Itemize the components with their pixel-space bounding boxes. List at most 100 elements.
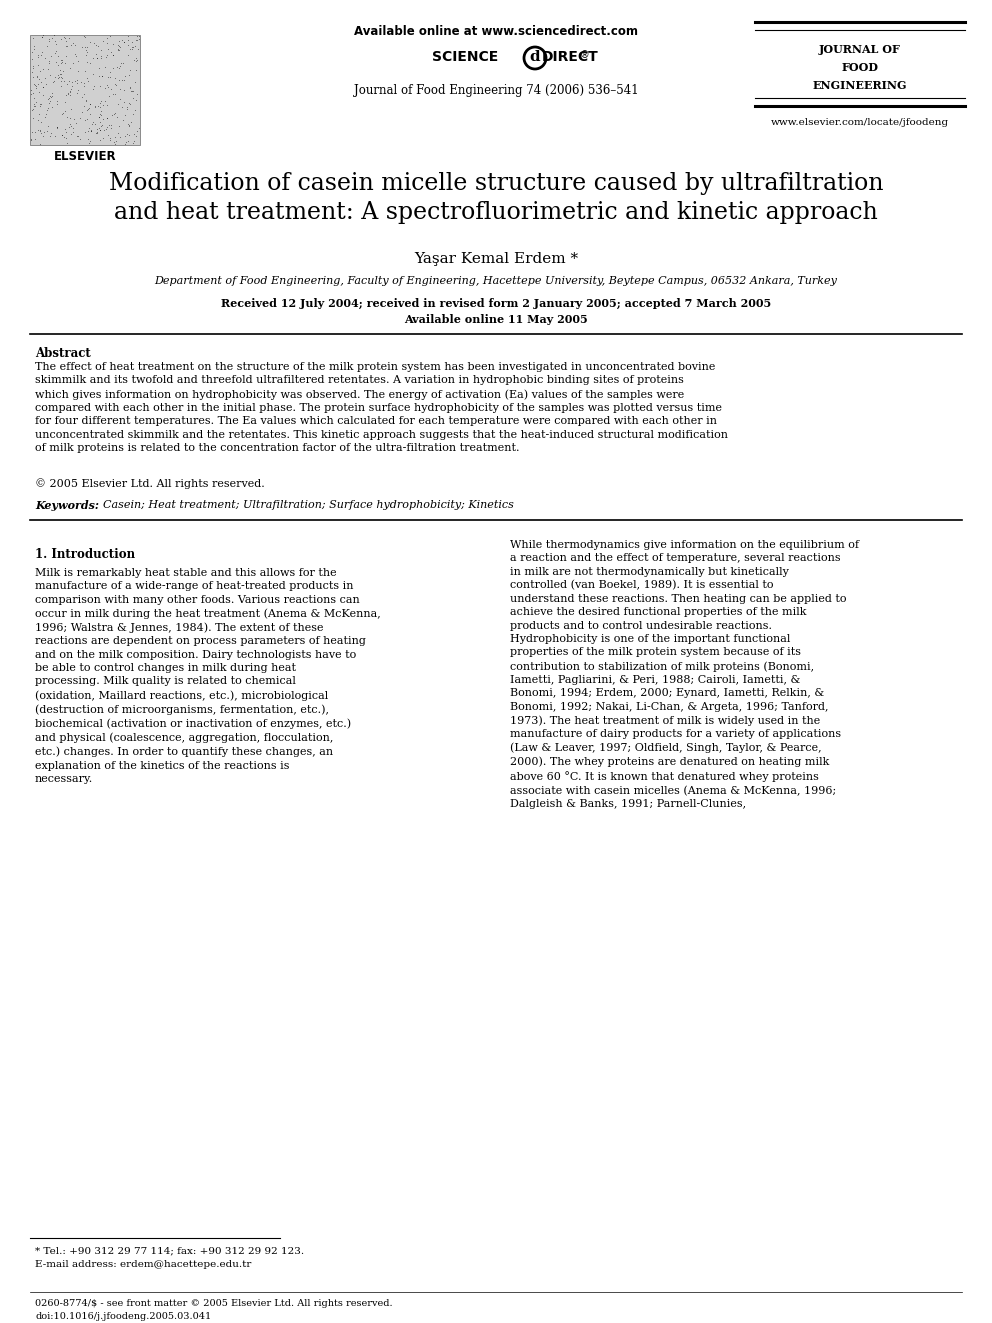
Point bbox=[126, 36, 142, 57]
Text: doi:10.1016/j.jfoodeng.2005.03.041: doi:10.1016/j.jfoodeng.2005.03.041 bbox=[35, 1312, 211, 1320]
Point bbox=[23, 130, 39, 151]
Point bbox=[58, 91, 73, 112]
Point bbox=[49, 33, 64, 54]
Point bbox=[58, 45, 73, 66]
Text: Received 12 July 2004; received in revised form 2 January 2005; accepted 7 March: Received 12 July 2004; received in revis… bbox=[221, 298, 771, 310]
Point bbox=[77, 122, 93, 143]
Point bbox=[70, 50, 86, 71]
Point bbox=[93, 46, 109, 67]
Point bbox=[58, 28, 73, 49]
Point bbox=[91, 107, 107, 128]
Point bbox=[98, 118, 114, 139]
Point bbox=[23, 83, 39, 105]
Point bbox=[122, 77, 138, 98]
Point bbox=[99, 74, 115, 95]
Point bbox=[107, 134, 123, 155]
Point bbox=[92, 93, 108, 114]
Point bbox=[60, 132, 75, 153]
Text: Keywords:: Keywords: bbox=[35, 500, 99, 511]
Point bbox=[129, 83, 145, 105]
Text: www.elsevier.com/locate/jfoodeng: www.elsevier.com/locate/jfoodeng bbox=[771, 118, 949, 127]
Point bbox=[97, 91, 113, 112]
Point bbox=[42, 93, 58, 114]
Point bbox=[114, 97, 130, 118]
Point bbox=[33, 61, 49, 82]
Text: Journal of Food Engineering 74 (2006) 536–541: Journal of Food Engineering 74 (2006) 53… bbox=[354, 83, 638, 97]
Point bbox=[50, 116, 65, 138]
Point bbox=[33, 44, 49, 65]
Point bbox=[58, 128, 73, 149]
Point bbox=[24, 122, 40, 143]
Point bbox=[99, 107, 115, 128]
Point bbox=[94, 65, 110, 86]
Point bbox=[123, 111, 139, 132]
Point bbox=[41, 50, 57, 71]
Text: ELSEVIER: ELSEVIER bbox=[54, 149, 116, 163]
Point bbox=[120, 114, 136, 135]
Bar bbox=[30, 34, 140, 146]
Point bbox=[111, 30, 127, 52]
Point bbox=[47, 24, 62, 45]
Point bbox=[36, 25, 52, 46]
Point bbox=[110, 93, 126, 114]
Point bbox=[92, 119, 108, 140]
Point bbox=[86, 75, 102, 97]
Point bbox=[62, 79, 78, 101]
Point bbox=[122, 38, 138, 60]
Point bbox=[107, 73, 123, 94]
Point bbox=[82, 53, 98, 74]
Point bbox=[90, 118, 106, 139]
Text: JOURNAL OF: JOURNAL OF bbox=[819, 44, 901, 56]
Point bbox=[121, 124, 137, 146]
Point bbox=[92, 103, 108, 124]
Point bbox=[62, 98, 78, 119]
Point bbox=[33, 120, 49, 142]
Point bbox=[108, 74, 124, 95]
Point bbox=[111, 69, 127, 90]
Point bbox=[128, 48, 144, 69]
Point bbox=[128, 126, 144, 147]
Point bbox=[54, 66, 69, 87]
Point bbox=[49, 41, 64, 62]
Point bbox=[91, 107, 107, 128]
Point bbox=[96, 119, 112, 140]
Point bbox=[34, 42, 50, 64]
Text: Available online at www.sciencedirect.com: Available online at www.sciencedirect.co… bbox=[354, 25, 638, 38]
Point bbox=[80, 120, 96, 142]
Point bbox=[123, 81, 139, 102]
Point bbox=[33, 119, 49, 140]
Point bbox=[48, 30, 63, 52]
Point bbox=[99, 107, 115, 128]
Point bbox=[55, 124, 70, 146]
Point bbox=[128, 50, 144, 71]
Point bbox=[69, 61, 85, 82]
Point bbox=[67, 34, 83, 56]
Point bbox=[54, 67, 69, 89]
Point bbox=[110, 38, 126, 60]
Point bbox=[65, 52, 81, 73]
Point bbox=[89, 48, 105, 69]
Text: Milk is remarkably heat stable and this allows for the
manufacture of a wide-ran: Milk is remarkably heat stable and this … bbox=[35, 568, 381, 785]
Point bbox=[47, 126, 62, 147]
Point bbox=[124, 38, 140, 60]
Point bbox=[62, 116, 77, 138]
Point bbox=[31, 69, 47, 90]
Point bbox=[60, 106, 75, 127]
Point bbox=[44, 97, 60, 118]
Point bbox=[78, 45, 94, 66]
Point bbox=[91, 111, 107, 132]
Point bbox=[65, 108, 81, 130]
Point bbox=[40, 36, 56, 57]
Point bbox=[40, 115, 56, 136]
Point bbox=[35, 26, 51, 48]
Point bbox=[27, 128, 43, 149]
Point bbox=[35, 58, 51, 79]
Point bbox=[51, 45, 66, 66]
Point bbox=[105, 44, 121, 65]
Point bbox=[51, 65, 66, 86]
Point bbox=[54, 50, 69, 71]
Point bbox=[23, 79, 39, 101]
Point bbox=[30, 119, 46, 140]
Point bbox=[107, 126, 123, 147]
Point bbox=[31, 54, 47, 75]
